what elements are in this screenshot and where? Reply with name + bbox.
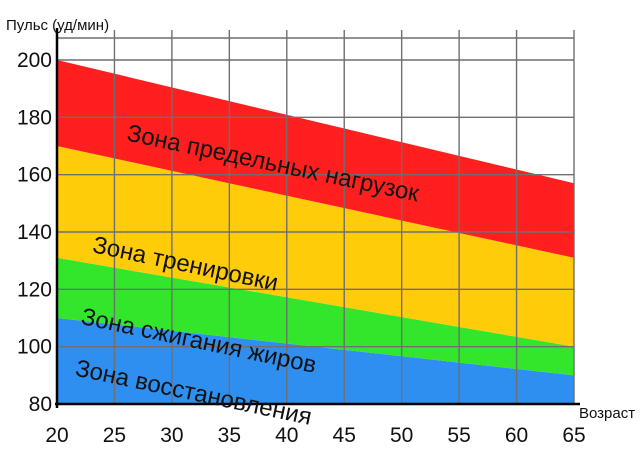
y-tick-label: 200 bbox=[17, 49, 52, 72]
x-tick-label: 55 bbox=[447, 424, 470, 447]
x-tick-label: 30 bbox=[160, 424, 183, 447]
y-tick-label: 160 bbox=[17, 164, 52, 187]
x-tick-label: 65 bbox=[562, 424, 585, 447]
x-tick-label: 50 bbox=[390, 424, 413, 447]
zone-area-4 bbox=[57, 60, 574, 258]
x-tick-label: 20 bbox=[45, 424, 68, 447]
zone-area-2 bbox=[57, 257, 574, 376]
tick-labels: 20 25 30 35 40 45 50 55 60 65 80 100 120 140 160 180 200 bbox=[17, 49, 586, 447]
y-tick-label: 180 bbox=[17, 106, 52, 129]
zone-area-3 bbox=[57, 146, 574, 347]
zone-area-1 bbox=[57, 318, 574, 404]
x-axis-title: Возраст bbox=[579, 405, 635, 422]
zone-areas bbox=[57, 60, 574, 404]
y-tick-label: 100 bbox=[17, 336, 52, 359]
y-tick-label: 140 bbox=[17, 221, 52, 244]
axes bbox=[55, 28, 580, 408]
y-axis-title: Пульс (уд/мин) bbox=[6, 17, 109, 34]
y-tick-label: 120 bbox=[17, 278, 52, 301]
x-tick-label: 40 bbox=[275, 424, 298, 447]
x-tick-label: 45 bbox=[333, 424, 356, 447]
x-tick-label: 60 bbox=[505, 424, 528, 447]
x-tick-label: 25 bbox=[103, 424, 126, 447]
x-tick-label: 35 bbox=[218, 424, 241, 447]
y-tick-label: 80 bbox=[29, 393, 52, 416]
